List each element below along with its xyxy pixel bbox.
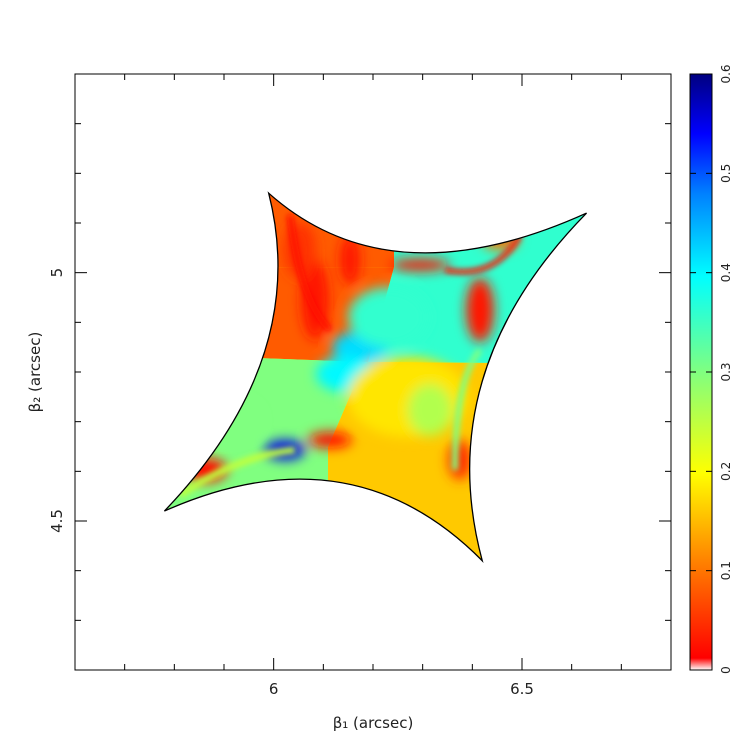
heatmap-feature <box>390 259 450 271</box>
colorbar-label-0.6: 0.6 <box>719 64 733 83</box>
heatmap-streak <box>287 214 333 333</box>
heatmap-streak <box>444 233 523 275</box>
heatmap-region <box>164 193 587 560</box>
x-axis-label: β₁ (arcsec) <box>333 714 414 732</box>
heatmap-feature <box>340 235 360 285</box>
heatmap-feature <box>408 384 452 436</box>
heatmap-feature <box>200 400 260 440</box>
colorbar-label-0.5: 0.5 <box>719 164 733 183</box>
colorbar-label-0.4: 0.4 <box>719 263 733 282</box>
colorbar-ticks <box>690 73 712 671</box>
heatmap-streak <box>178 446 296 498</box>
y-tick-label-4.5: 4.5 <box>48 509 66 533</box>
colorbar-label-0.2: 0.2 <box>719 462 733 481</box>
x-tick-label-6: 6 <box>269 680 279 698</box>
caustic-curve <box>163 191 588 563</box>
axis-ticks <box>74 73 672 671</box>
heatmap-feature <box>348 287 429 348</box>
colorbar-label-0: 0 <box>719 666 733 674</box>
heatmap-streaks <box>178 214 523 498</box>
heatmap-feature <box>348 357 469 438</box>
heatmap-feature <box>448 440 472 480</box>
colorbar-label-0.3: 0.3 <box>719 362 733 381</box>
y-axis-label: β₂ (arcsec) <box>26 332 44 413</box>
y-tick-label-5: 5 <box>48 268 66 278</box>
heatmap-feature <box>466 278 494 342</box>
x-tick-label-6.5: 6.5 <box>510 680 534 698</box>
heatmap-feature <box>308 432 352 448</box>
heatmap-streak <box>452 348 483 471</box>
colorbar <box>689 73 713 671</box>
colorbar-label-0.1: 0.1 <box>719 561 733 580</box>
